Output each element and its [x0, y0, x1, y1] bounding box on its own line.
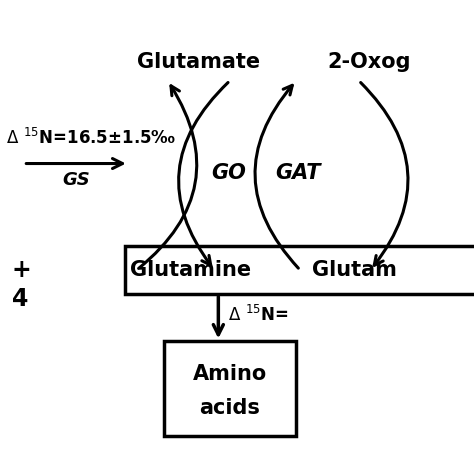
Text: $\Delta$ $^{15}$N=: $\Delta$ $^{15}$N= — [228, 305, 289, 325]
Text: GS: GS — [62, 171, 90, 189]
Text: 4: 4 — [12, 287, 28, 310]
Text: acids: acids — [200, 398, 261, 418]
Text: Amino: Amino — [193, 365, 267, 384]
Text: $\Delta$ $^{15}$N=16.5±1.5‰: $\Delta$ $^{15}$N=16.5±1.5‰ — [6, 128, 176, 147]
Text: 2-Oxog: 2-Oxog — [328, 52, 411, 72]
Text: Glutam: Glutam — [312, 260, 397, 280]
FancyBboxPatch shape — [164, 341, 296, 436]
FancyBboxPatch shape — [125, 246, 474, 294]
Text: +: + — [12, 258, 31, 282]
Text: Glutamine: Glutamine — [130, 260, 252, 280]
Text: GO: GO — [211, 163, 246, 183]
Text: Glutamate: Glutamate — [137, 52, 260, 72]
Text: GAT: GAT — [275, 163, 320, 183]
